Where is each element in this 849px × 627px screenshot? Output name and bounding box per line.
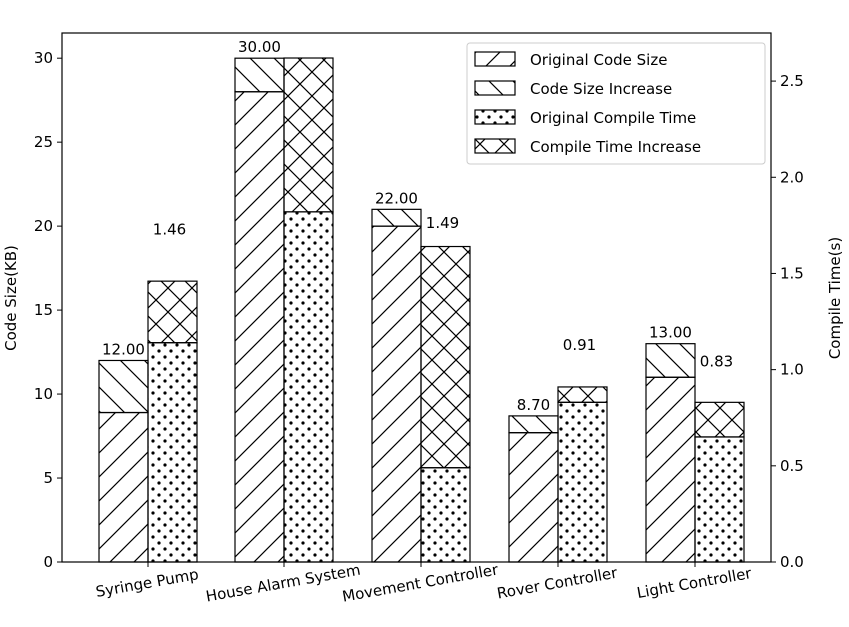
bar-compile-time-increase	[557, 386, 608, 403]
bar-original-compile-time	[694, 436, 745, 563]
y-tick-label: 5	[43, 469, 53, 487]
bar-code-size-increase	[234, 57, 285, 93]
y2-tick-label: 0.5	[780, 457, 804, 475]
x-tick-label: Rover Controller	[496, 563, 620, 602]
y2-tick-label: 2.0	[780, 168, 804, 186]
y2-axis-label: Compile Time(s)	[826, 237, 844, 359]
x-tick-label: Movement Controller	[341, 560, 501, 605]
y-tick-label: 0	[43, 553, 53, 571]
bar-code-size-increase	[371, 208, 422, 227]
y-tick-label: 10	[34, 385, 53, 403]
y-tick-label: 20	[34, 217, 53, 235]
code-size-label: 8.70	[517, 396, 550, 414]
y2-tick-label: 0.0	[780, 553, 804, 571]
y-tick-label: 15	[34, 301, 53, 319]
bar-original-compile-time	[557, 401, 608, 563]
bar-compile-time-increase	[694, 401, 745, 438]
code-size-label: 13.00	[649, 324, 692, 342]
x-tick-label: House Alarm System	[204, 561, 361, 606]
bar-code-size-increase	[98, 359, 149, 414]
bar-original-code-size	[371, 225, 422, 563]
legend-swatch	[474, 109, 516, 125]
y2-tick-label: 1.5	[780, 264, 804, 282]
bar-original-compile-time	[147, 342, 198, 563]
bar-code-size-increase	[508, 415, 559, 434]
compile-time-label: 1.49	[426, 214, 459, 232]
legend-swatch	[474, 80, 516, 96]
bar-compile-time-increase	[283, 57, 334, 213]
code-size-label: 30.00	[238, 38, 281, 56]
compile-time-label: 0.91	[563, 336, 596, 354]
y2-tick-label: 1.0	[780, 361, 804, 379]
code-size-label: 12.00	[102, 340, 145, 358]
legend: Original Code Size Code Size Increase Orig…	[466, 42, 766, 165]
bar-original-code-size	[234, 91, 285, 563]
y-tick-label: 30	[34, 49, 53, 67]
legend-entry: Original Code Size	[530, 51, 667, 69]
y-axis-label: Code Size(KB)	[2, 245, 20, 351]
bar-original-code-size	[645, 376, 696, 563]
bar-code-size-increase	[645, 343, 696, 378]
bar-compile-time-increase	[420, 245, 471, 469]
y2-tick-label: 2.5	[780, 72, 804, 90]
legend-entry: Compile Time Increase	[530, 138, 701, 156]
legend-swatch	[474, 138, 516, 154]
bar-original-code-size	[508, 432, 559, 563]
bar-original-compile-time	[283, 211, 334, 563]
compile-time-label: 0.83	[700, 353, 733, 371]
x-tick-label: Light Controller	[635, 564, 753, 602]
code-size-label: 22.00	[375, 189, 418, 207]
x-tick-label: Syringe Pump	[94, 565, 200, 601]
compile-time-label: 1.46	[153, 220, 186, 238]
bar-original-code-size	[98, 411, 149, 563]
plot-frame	[61, 32, 772, 563]
legend-swatch	[474, 51, 516, 67]
legend-entry: Code Size Increase	[530, 80, 672, 98]
legend-entry: Original Compile Time	[530, 109, 696, 127]
bar-original-compile-time	[420, 467, 471, 563]
y-tick-label: 25	[34, 133, 53, 151]
bar-compile-time-increase	[147, 280, 198, 344]
